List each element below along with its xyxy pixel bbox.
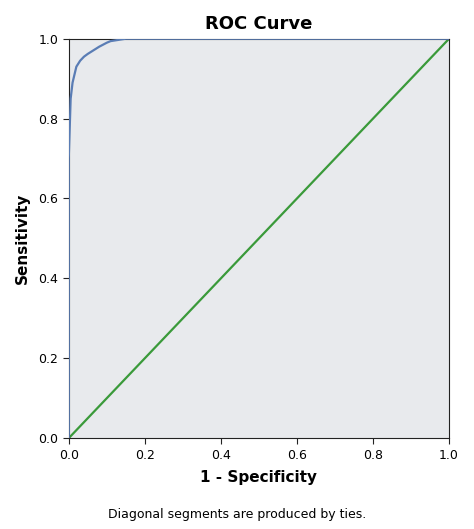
Title: ROC Curve: ROC Curve (205, 15, 312, 33)
Text: Diagonal segments are produced by ties.: Diagonal segments are produced by ties. (108, 508, 366, 521)
X-axis label: 1 - Specificity: 1 - Specificity (201, 470, 318, 485)
Y-axis label: Sensitivity: Sensitivity (15, 193, 30, 284)
